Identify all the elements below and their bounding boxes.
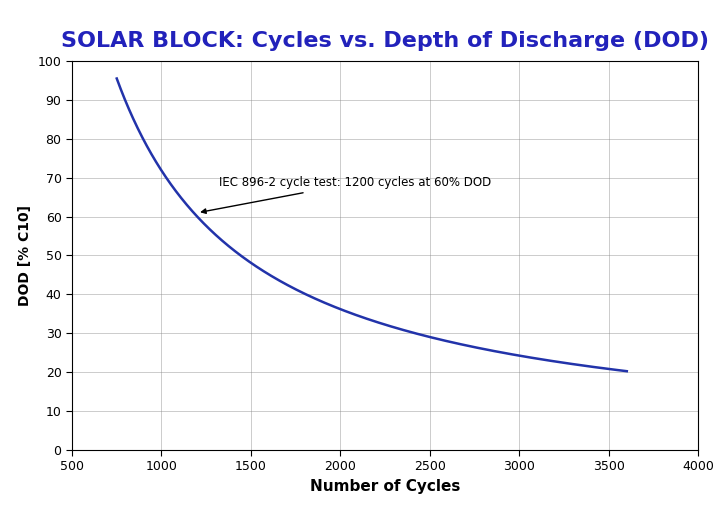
Text: IEC 896-2 cycle test: 1200 cycles at 60% DOD: IEC 896-2 cycle test: 1200 cycles at 60%…	[202, 176, 491, 213]
Y-axis label: DOD [% C10]: DOD [% C10]	[18, 205, 32, 306]
Title: SOLAR BLOCK: Cycles vs. Depth of Discharge (DOD): SOLAR BLOCK: Cycles vs. Depth of Dischar…	[61, 32, 709, 52]
X-axis label: Number of Cycles: Number of Cycles	[310, 479, 460, 494]
